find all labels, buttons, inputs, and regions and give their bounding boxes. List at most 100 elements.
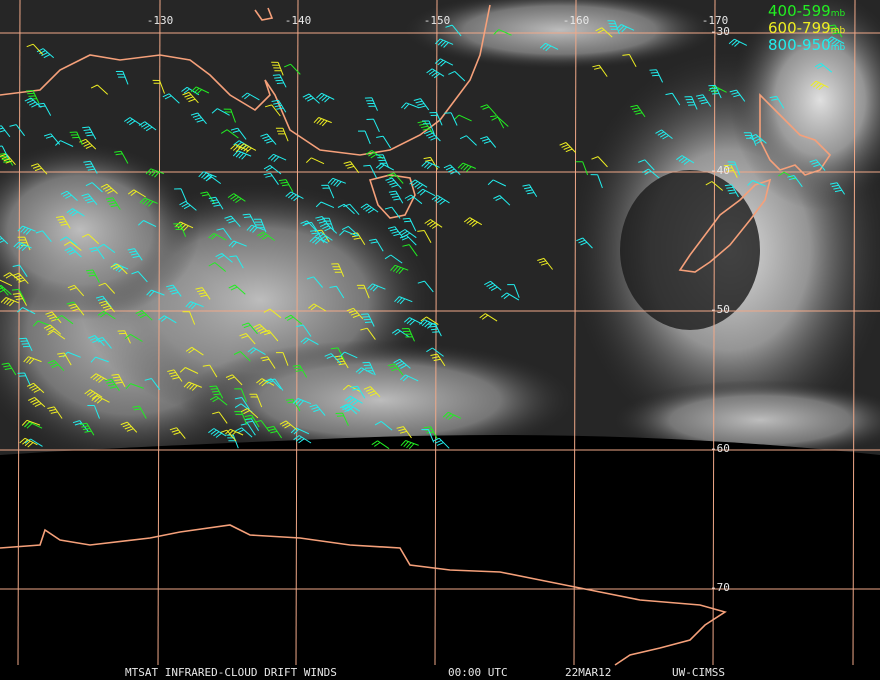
wind-barb xyxy=(334,355,349,369)
lat-lon-grid xyxy=(0,0,880,666)
wind-barb xyxy=(17,372,31,387)
wind-barb xyxy=(0,285,9,296)
wind-barb xyxy=(356,284,370,299)
wind-barb xyxy=(335,412,349,427)
wind-barb xyxy=(724,184,739,198)
wind-barb xyxy=(138,121,157,132)
wind-barb xyxy=(26,43,44,55)
wind-barb xyxy=(237,143,257,153)
wind-barb xyxy=(228,284,246,295)
wind-barb xyxy=(124,117,142,126)
wind-barb xyxy=(393,358,411,369)
wind-barb xyxy=(814,62,833,73)
wind-barb xyxy=(234,397,250,410)
wind-barb xyxy=(226,434,239,449)
wind-barb xyxy=(342,384,362,393)
wind-barb xyxy=(257,231,275,241)
wind-barb xyxy=(167,369,183,382)
wind-barb xyxy=(445,24,462,37)
wind-barb xyxy=(787,175,803,188)
wind-barb xyxy=(463,217,483,227)
wind-barb xyxy=(426,68,445,79)
wind-barb xyxy=(417,280,434,293)
wind-barb xyxy=(402,244,418,257)
wind-barb xyxy=(388,190,404,204)
wind-barb xyxy=(19,337,33,352)
wind-barb xyxy=(264,378,282,390)
wind-barb xyxy=(419,319,438,329)
wind-barb xyxy=(313,117,332,127)
wind-barb xyxy=(9,124,25,137)
wind-barb xyxy=(357,130,371,145)
wind-barb xyxy=(139,197,158,207)
wind-barb xyxy=(271,99,287,113)
wind-barb xyxy=(341,225,360,237)
wind-barb xyxy=(190,86,210,95)
legend-entry: 800-950mb xyxy=(768,36,845,54)
wind-barb xyxy=(114,150,129,164)
wind-barb xyxy=(362,361,376,376)
wind-barb xyxy=(162,93,180,104)
wind-barb xyxy=(285,398,301,412)
wind-barb xyxy=(91,395,110,404)
wind-barb xyxy=(431,195,450,205)
wind-barb xyxy=(87,405,100,419)
wind-barb xyxy=(81,233,100,245)
wind-barb xyxy=(826,36,845,46)
wind-barb xyxy=(85,182,103,193)
wind-barb xyxy=(493,29,512,36)
wind-barb xyxy=(591,156,608,168)
wind-barb xyxy=(361,313,375,327)
wind-barb xyxy=(402,217,417,232)
wind-barb xyxy=(394,296,413,305)
wind-barb xyxy=(131,271,148,283)
wind-barb xyxy=(319,223,338,234)
longitude-label: -170 xyxy=(702,14,729,27)
wind-barb xyxy=(266,425,283,439)
wind-barb xyxy=(417,188,436,197)
wind-barb xyxy=(350,385,366,399)
legend-entry: 400-599mb xyxy=(768,2,845,20)
wind-barb xyxy=(104,378,120,392)
wind-barb xyxy=(363,386,381,398)
wind-barb xyxy=(727,161,741,176)
wind-barb xyxy=(827,24,843,38)
wind-barb xyxy=(424,130,441,142)
wind-barb xyxy=(285,191,304,202)
wind-barb xyxy=(88,335,105,346)
wind-barb xyxy=(241,92,260,101)
wind-barb xyxy=(747,180,766,187)
wind-barb xyxy=(592,64,608,77)
wind-barb xyxy=(343,161,360,174)
wind-barb xyxy=(220,129,239,139)
wind-barb xyxy=(83,160,98,174)
wind-barb xyxy=(244,414,260,428)
wind-barb xyxy=(100,183,118,194)
wind-barb xyxy=(256,378,275,387)
wind-barb xyxy=(263,164,282,175)
wind-barb xyxy=(387,363,404,376)
footer: MTSAT INFRARED-CLOUD DRIFT WINDS 00:00 U… xyxy=(125,666,725,679)
wind-barb xyxy=(417,230,432,243)
wind-barb xyxy=(387,226,404,239)
wind-barb xyxy=(423,156,439,170)
latitude-label: -70 xyxy=(710,581,730,594)
wind-barb xyxy=(98,282,116,294)
longitude-label: -160 xyxy=(563,14,590,27)
longitude-label: -140 xyxy=(285,14,312,27)
wind-barb xyxy=(0,145,9,159)
wind-barb xyxy=(630,104,646,118)
wind-barb xyxy=(343,203,360,216)
wind-barb xyxy=(559,142,577,153)
wind-barb xyxy=(500,292,520,301)
wind-barb xyxy=(17,225,36,235)
wind-barb xyxy=(278,179,294,193)
wind-barb xyxy=(292,364,308,378)
wind-barb xyxy=(399,234,417,246)
latitude-label: -40 xyxy=(710,164,730,177)
wind-barb xyxy=(400,440,419,450)
latitude-label: -30 xyxy=(710,25,730,38)
wind-barb xyxy=(705,181,724,191)
wind-barb xyxy=(169,427,186,439)
footer-source: UW-CIMSS xyxy=(672,666,725,679)
